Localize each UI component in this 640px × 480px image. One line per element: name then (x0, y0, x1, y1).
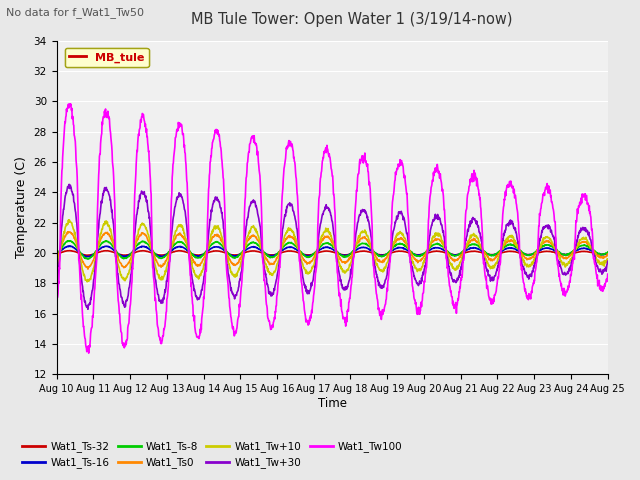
Wat1_Ts-32 (604, 251, 612, 257)
Wat1_Ts-8 (419, 252, 426, 257)
Wat1_Ts0 (490, 257, 498, 263)
Wat1_Ts-16 (163, 252, 170, 258)
Wat1_Tw+10 (604, 256, 612, 262)
Wat1_Tw+10 (237, 258, 245, 264)
Wat1_Tw+10 (490, 264, 498, 270)
Wat1_Tw+30 (419, 272, 426, 278)
Wat1_Ts0 (419, 256, 426, 262)
Wat1_Tw+10 (163, 264, 170, 270)
Wat1_Ts-8 (604, 249, 612, 255)
Line: Wat1_Ts-8: Wat1_Ts-8 (56, 241, 608, 259)
Line: Wat1_Ts-32: Wat1_Ts-32 (56, 251, 608, 255)
Wat1_Tw100 (419, 298, 426, 303)
Wat1_Ts-16 (83, 254, 90, 260)
Wat1_Tw+10 (52, 264, 60, 270)
Wat1_Tw+30 (52, 283, 60, 288)
Wat1_Ts-8 (539, 243, 547, 249)
Wat1_Ts-16 (539, 246, 547, 252)
Wat1_Ts0 (604, 251, 612, 257)
X-axis label: Time: Time (317, 397, 347, 410)
Text: MB Tule Tower: Open Water 1 (3/19/14-now): MB Tule Tower: Open Water 1 (3/19/14-now… (191, 12, 513, 27)
Wat1_Ts-32 (103, 248, 111, 253)
Wat1_Ts-8 (490, 252, 498, 258)
Line: Wat1_Tw100: Wat1_Tw100 (56, 104, 608, 353)
Wat1_Ts-16 (176, 244, 184, 250)
Line: Wat1_Ts-16: Wat1_Ts-16 (56, 246, 608, 257)
Wat1_Tw+10 (539, 238, 547, 244)
Wat1_Ts-8 (176, 239, 184, 245)
Wat1_Tw+30 (539, 226, 547, 232)
Wat1_Ts-16 (237, 251, 245, 256)
Wat1_Ts-8 (163, 252, 170, 258)
Wat1_Tw+10 (176, 223, 184, 229)
Wat1_Ts-16 (419, 252, 426, 257)
Wat1_Tw+10 (419, 264, 426, 269)
Y-axis label: Temperature (C): Temperature (C) (15, 156, 28, 258)
Wat1_Tw+30 (176, 192, 184, 198)
Wat1_Ts-32 (490, 252, 498, 257)
Wat1_Tw100 (176, 124, 184, 130)
Wat1_Ts-32 (84, 252, 92, 258)
Wat1_Ts-16 (66, 243, 74, 249)
Legend: MB_tule: MB_tule (65, 48, 148, 67)
Wat1_Tw+30 (604, 258, 612, 264)
Wat1_Tw+30 (163, 278, 170, 284)
Wat1_Ts-8 (52, 253, 60, 259)
Line: Wat1_Tw+10: Wat1_Tw+10 (56, 220, 608, 282)
Wat1_Ts-8 (237, 250, 245, 256)
Wat1_Ts0 (163, 257, 170, 263)
Wat1_Tw+10 (65, 217, 73, 223)
Wat1_Tw+30 (237, 269, 245, 275)
Wat1_Tw100 (163, 309, 170, 314)
Wat1_Tw100 (52, 309, 60, 314)
Wat1_Tw100 (604, 271, 612, 277)
Wat1_Ts-32 (419, 252, 426, 257)
Wat1_Tw+10 (83, 279, 91, 285)
Wat1_Tw100 (85, 350, 93, 356)
Wat1_Tw100 (237, 283, 245, 288)
Wat1_Ts0 (64, 229, 72, 235)
Wat1_Ts0 (539, 240, 547, 246)
Legend: Wat1_Ts-32, Wat1_Ts-16, Wat1_Ts-8, Wat1_Ts0, Wat1_Tw+10, Wat1_Tw+30, Wat1_Tw100: Wat1_Ts-32, Wat1_Ts-16, Wat1_Ts-8, Wat1_… (18, 437, 406, 472)
Wat1_Ts-32 (163, 252, 170, 257)
Text: No data for f_Wat1_Tw50: No data for f_Wat1_Tw50 (6, 7, 145, 18)
Wat1_Ts-16 (604, 251, 612, 256)
Wat1_Tw+30 (490, 274, 498, 279)
Wat1_Tw100 (490, 292, 498, 298)
Wat1_Ts0 (176, 230, 184, 236)
Wat1_Ts-8 (84, 256, 92, 262)
Wat1_Ts-8 (67, 238, 74, 244)
Wat1_Ts-16 (52, 252, 60, 257)
Wat1_Ts0 (237, 253, 245, 259)
Line: Wat1_Tw+30: Wat1_Tw+30 (56, 184, 608, 309)
Wat1_Tw100 (539, 192, 547, 197)
Wat1_Ts0 (84, 266, 92, 272)
Wat1_Ts-16 (490, 252, 498, 257)
Wat1_Tw+30 (84, 306, 92, 312)
Wat1_Tw+30 (65, 181, 73, 187)
Wat1_Tw100 (67, 101, 74, 107)
Wat1_Ts-32 (52, 252, 60, 257)
Wat1_Ts0 (52, 257, 60, 263)
Line: Wat1_Ts0: Wat1_Ts0 (56, 232, 608, 269)
Wat1_Ts-32 (176, 248, 184, 253)
Wat1_Ts-32 (539, 249, 547, 254)
Wat1_Ts-32 (237, 251, 245, 257)
